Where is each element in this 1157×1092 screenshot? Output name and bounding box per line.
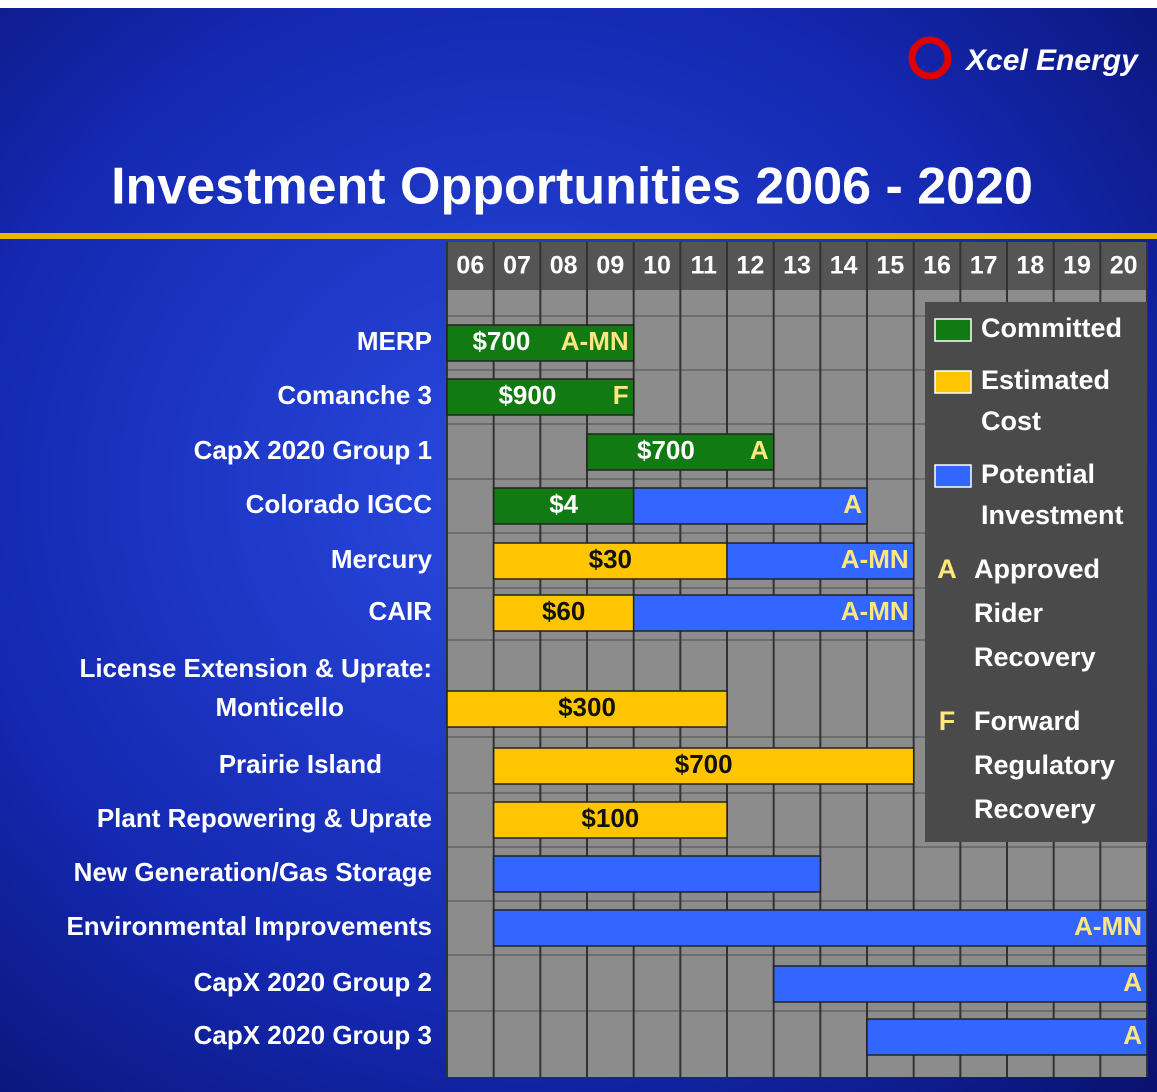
legend-code: F bbox=[939, 706, 956, 736]
bar-label: $700 bbox=[675, 749, 733, 779]
x-tick-label: 20 bbox=[1110, 252, 1138, 280]
bar bbox=[772, 965, 1148, 1003]
bar-label: $100 bbox=[581, 803, 639, 833]
x-tick-label: 17 bbox=[970, 252, 998, 280]
x-tick-label: 14 bbox=[830, 252, 858, 280]
logo-mark bbox=[908, 36, 952, 80]
bar bbox=[446, 324, 635, 362]
x-tick-label: 15 bbox=[876, 252, 904, 280]
bar-note: A-MN bbox=[1074, 911, 1142, 941]
legend-text: Committed bbox=[981, 313, 1122, 343]
bar-note: A bbox=[1123, 967, 1142, 997]
x-tick-label: 08 bbox=[550, 252, 578, 280]
x-tick-label: 10 bbox=[643, 252, 671, 280]
row-label: Monticello bbox=[215, 692, 344, 722]
bar-label: $4 bbox=[549, 489, 578, 519]
x-tick-label: 06 bbox=[456, 252, 484, 280]
legend-swatch bbox=[934, 464, 972, 488]
chart-title: Investment Opportunities 2006 - 2020 bbox=[111, 158, 1033, 216]
bar-label: $700 bbox=[472, 326, 530, 356]
gold-rule bbox=[0, 233, 1157, 239]
row-label: Colorado IGCC bbox=[246, 489, 433, 519]
row-label: New Generation/Gas Storage bbox=[74, 857, 432, 887]
row-label: License Extension & Uprate: bbox=[79, 653, 432, 683]
bar-note: A-MN bbox=[841, 544, 909, 574]
row-label: Comanche 3 bbox=[277, 380, 432, 410]
row-label: CapX 2020 Group 1 bbox=[194, 435, 432, 465]
bar-note: A bbox=[1123, 1020, 1142, 1050]
logo-text: Xcel Energy bbox=[964, 44, 1139, 77]
bar-label: $30 bbox=[589, 544, 632, 574]
logo: Xcel Energy bbox=[908, 36, 1139, 80]
legend-text: Regulatory bbox=[974, 750, 1115, 780]
x-tick-label: 07 bbox=[503, 252, 531, 280]
bar-label: $900 bbox=[498, 380, 556, 410]
x-tick-label: 12 bbox=[736, 252, 764, 280]
legend-text: Forward bbox=[974, 706, 1081, 736]
legend-text: Recovery bbox=[974, 794, 1096, 824]
legend-text: Estimated bbox=[981, 365, 1110, 395]
bar-label: $60 bbox=[542, 596, 585, 626]
bar bbox=[492, 801, 728, 839]
legend-code: A bbox=[937, 554, 957, 584]
legend-text: Potential bbox=[981, 459, 1095, 489]
bar-note: A bbox=[843, 489, 862, 519]
bar bbox=[492, 747, 915, 785]
legend-text: Cost bbox=[981, 406, 1041, 436]
bar-note: F bbox=[613, 380, 629, 410]
bar-label: $700 bbox=[637, 435, 695, 465]
bar bbox=[726, 542, 915, 580]
row-label: CapX 2020 Group 2 bbox=[194, 967, 432, 997]
x-tick-label: 19 bbox=[1063, 252, 1091, 280]
bar bbox=[492, 909, 1148, 947]
bar bbox=[492, 855, 822, 893]
bar bbox=[866, 1018, 1148, 1056]
row-label: CapX 2020 Group 3 bbox=[194, 1020, 432, 1050]
legend-swatch bbox=[934, 318, 972, 342]
top-edge bbox=[0, 0, 1157, 8]
row-label: Plant Repowering & Uprate bbox=[97, 803, 432, 833]
x-tick-label: 18 bbox=[1016, 252, 1044, 280]
bar bbox=[492, 487, 635, 525]
bar bbox=[446, 690, 728, 728]
x-tick-label: 13 bbox=[783, 252, 811, 280]
row-label: CAIR bbox=[368, 596, 432, 626]
year-header bbox=[447, 242, 1147, 290]
row-label: Mercury bbox=[331, 544, 433, 574]
bar bbox=[632, 594, 915, 632]
legend-text: Approved bbox=[974, 554, 1100, 584]
x-tick-label: 11 bbox=[690, 252, 717, 280]
row-label: Environmental Improvements bbox=[66, 911, 432, 941]
row-label: Prairie Island bbox=[219, 749, 382, 779]
bar bbox=[632, 487, 868, 525]
bar-note: A-MN bbox=[841, 596, 909, 626]
legend-text: Investment bbox=[981, 500, 1124, 530]
bar bbox=[446, 378, 635, 416]
legend-swatch bbox=[934, 370, 972, 394]
row-label: MERP bbox=[357, 326, 432, 356]
bar-label: $300 bbox=[558, 692, 616, 722]
bar-note: A bbox=[750, 435, 769, 465]
bar bbox=[586, 433, 775, 471]
bar-note: A-MN bbox=[561, 326, 629, 356]
x-tick-label: 16 bbox=[923, 252, 951, 280]
legend-text: Rider bbox=[974, 598, 1044, 628]
legend-text: Recovery bbox=[974, 642, 1096, 672]
x-tick-label: 09 bbox=[596, 252, 624, 280]
